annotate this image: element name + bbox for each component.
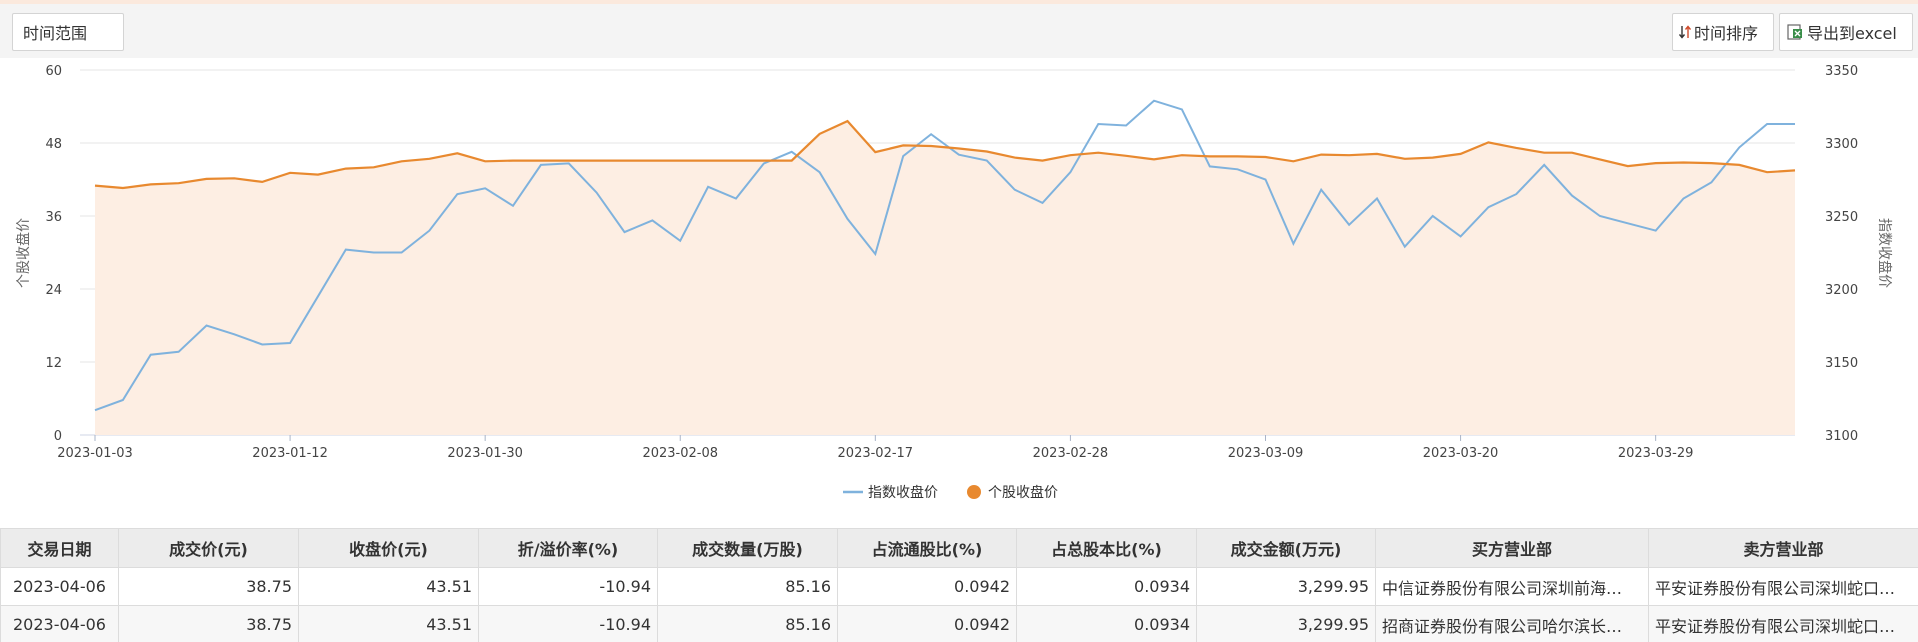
cell-volume: 85.16 xyxy=(657,567,838,606)
chart-svg: 0 12 24 36 48 60 3100 3150 3200 3250 3300 3350 个股收盘价… xyxy=(15,64,1893,501)
legend-stock-label: 个股收盘价 xyxy=(988,484,1058,501)
table-header-row: 交易日期 成交价(元) 收盘价(元) 折/溢价率(%) 成交数量(万股) 占流通… xyxy=(0,528,1918,568)
cell-amount: 3,299.95 xyxy=(1196,567,1376,606)
cell-trade-price: 38.75 xyxy=(118,605,299,642)
x-tick-label: 2023-01-12 xyxy=(252,446,328,461)
cell-volume: 85.16 xyxy=(657,605,838,642)
x-tick-label: 2023-01-03 xyxy=(57,446,133,461)
legend-index-label: 指数收盘价 xyxy=(868,484,938,501)
time-range-label: 时间范围 xyxy=(23,24,88,43)
y-left-axis-title: 个股收盘价 xyxy=(15,218,32,288)
y-left-tick-label: 48 xyxy=(45,137,62,152)
time-range-button[interactable]: 时间范围 xyxy=(12,13,124,51)
cell-amount: 3,299.95 xyxy=(1196,605,1376,642)
cell-close-price: 43.51 xyxy=(298,605,479,642)
price-chart: 0 12 24 36 48 60 3100 3150 3200 3250 3300 3350 个股收盘价… xyxy=(0,58,1918,528)
sort-arrows-icon xyxy=(1679,25,1691,39)
y-right-tick-label: 3100 xyxy=(1825,429,1858,444)
excel-icon xyxy=(1786,23,1804,41)
x-tick-label: 2023-02-17 xyxy=(838,446,914,461)
y-right-tick-label: 3350 xyxy=(1825,64,1858,79)
cell-float-ratio: 0.0942 xyxy=(837,567,1017,606)
chart-legend: 指数收盘价 个股收盘价 xyxy=(843,484,1058,501)
time-sort-button[interactable]: 时间排序 xyxy=(1672,13,1774,51)
stock-area xyxy=(95,121,1795,435)
table-row[interactable]: 2023-04-06 38.75 43.51 -10.94 85.16 0.09… xyxy=(0,567,1918,606)
y-left-tick-label: 24 xyxy=(45,283,62,298)
col-header-total-ratio[interactable]: 占总股本比(%) xyxy=(1016,528,1197,568)
cell-buyer[interactable]: 招商证券股份有限公司哈尔滨长… xyxy=(1375,605,1649,642)
y-right-tick-label: 3250 xyxy=(1825,210,1858,225)
x-tick-label: 2023-02-08 xyxy=(642,446,718,461)
col-header-volume[interactable]: 成交数量(万股) xyxy=(657,528,838,568)
y-left-tick-label: 0 xyxy=(54,429,62,444)
cell-premium-rate: -10.94 xyxy=(478,605,658,642)
y-right-axis-title: 指数收盘价 xyxy=(1876,218,1893,288)
x-tick-label: 2023-03-20 xyxy=(1423,446,1499,461)
export-excel-button[interactable]: 导出到excel xyxy=(1779,13,1913,51)
cell-seller[interactable]: 平安证券股份有限公司深圳蛇口… xyxy=(1648,567,1918,606)
y-right-tick-label: 3300 xyxy=(1825,137,1858,152)
cell-trade-date: 2023-04-06 xyxy=(0,567,119,606)
col-header-premium-rate[interactable]: 折/溢价率(%) xyxy=(478,528,658,568)
legend-stock-swatch xyxy=(967,485,981,499)
cell-trade-price: 38.75 xyxy=(118,567,299,606)
col-header-close-price[interactable]: 收盘价(元) xyxy=(298,528,479,568)
cell-total-ratio: 0.0934 xyxy=(1016,605,1197,642)
col-header-buyer[interactable]: 买方营业部 xyxy=(1375,528,1649,568)
table-row[interactable]: 2023-04-06 38.75 43.51 -10.94 85.16 0.09… xyxy=(0,605,1918,642)
col-header-float-ratio[interactable]: 占流通股比(%) xyxy=(837,528,1017,568)
x-tick-label: 2023-03-09 xyxy=(1228,446,1304,461)
stock-series-line xyxy=(94,119,1796,190)
x-tick-label: 2023-03-29 xyxy=(1618,446,1694,461)
time-sort-label: 时间排序 xyxy=(1694,24,1759,43)
x-tick-label: 2023-02-28 xyxy=(1033,446,1109,461)
cell-close-price: 43.51 xyxy=(298,567,479,606)
col-header-trade-price[interactable]: 成交价(元) xyxy=(118,528,299,568)
cell-seller[interactable]: 平安证券股份有限公司深圳蛇口… xyxy=(1648,605,1918,642)
cell-float-ratio: 0.0942 xyxy=(837,605,1017,642)
x-tick-label: 2023-01-30 xyxy=(447,446,523,461)
y-right-tick-label: 3200 xyxy=(1825,283,1858,298)
cell-premium-rate: -10.94 xyxy=(478,567,658,606)
y-left-tick-label: 60 xyxy=(45,64,62,79)
export-excel-label: 导出到excel xyxy=(1807,24,1897,43)
y-right-tick-label: 3150 xyxy=(1825,356,1858,371)
cell-buyer[interactable]: 中信证券股份有限公司深圳前海… xyxy=(1375,567,1649,606)
cell-trade-date: 2023-04-06 xyxy=(0,605,119,642)
col-header-seller[interactable]: 卖方营业部 xyxy=(1648,528,1918,568)
top-accent-bar xyxy=(0,0,1918,4)
y-left-tick-label: 36 xyxy=(45,210,62,225)
col-header-amount[interactable]: 成交金额(万元) xyxy=(1196,528,1376,568)
block-trade-table: 交易日期 成交价(元) 收盘价(元) 折/溢价率(%) 成交数量(万股) 占流通… xyxy=(0,528,1918,642)
cell-total-ratio: 0.0934 xyxy=(1016,567,1197,606)
index-series-line xyxy=(94,99,1795,412)
toolbar: 时间范围 时间排序 导出到excel xyxy=(0,4,1918,58)
y-left-tick-label: 12 xyxy=(45,356,62,371)
col-header-trade-date[interactable]: 交易日期 xyxy=(0,528,119,568)
